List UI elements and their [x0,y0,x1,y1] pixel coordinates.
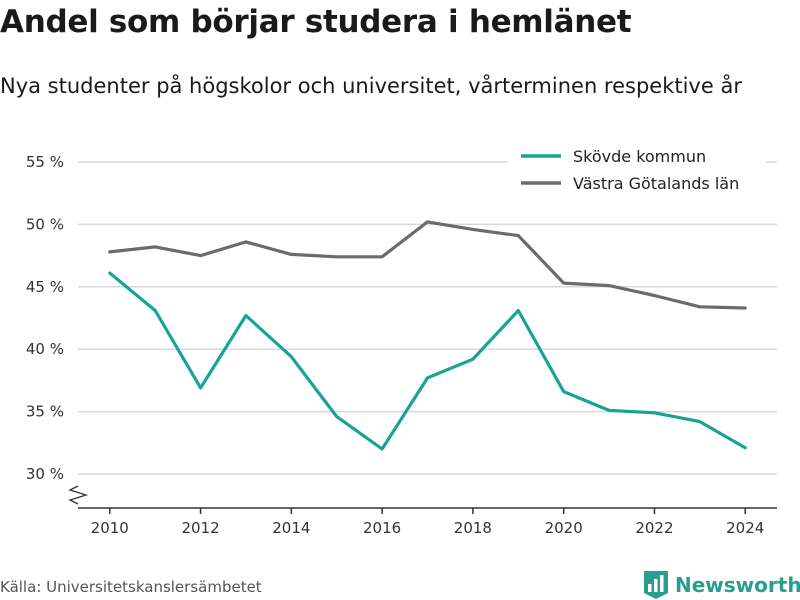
x-tick-label: 2016 [363,519,401,537]
x-tick-label: 2010 [91,519,129,537]
legend: Skövde kommun Västra Götalands län [508,143,766,203]
y-tick-label: 45 % [26,278,64,296]
series-line-skovde-kommun [108,271,747,451]
y-tick-label: 40 % [26,340,64,358]
x-tick-label: 2024 [726,519,764,537]
brand-logo[interactable]: Newsworthy [644,570,800,600]
bar-chart-logo-icon [644,571,668,599]
x-tick-label: 2014 [272,519,310,537]
x-tick-label: 2012 [181,519,219,537]
chart-subtitle: Nya studenter på högskolor och universit… [0,74,742,98]
series-line-vastra-gotalands-lan [108,220,747,310]
gridlines [78,161,777,475]
brand-name: Newsworthy [675,573,800,597]
y-tick-label: 30 % [26,465,64,483]
series-lines [108,220,747,451]
axes: 30 % 35 % 40 % 45 % 50 % 55 % 2010 2012 2014 2016… [26,153,777,537]
legend-label: Skövde kommun [573,147,706,166]
source-note: Källa: Universitetskanslersämbetet [0,578,262,596]
legend-label: Västra Götalands län [573,174,739,193]
y-axis-break-mark [68,485,89,505]
y-tick-label: 55 % [26,153,64,171]
x-tick-label: 2018 [454,519,492,537]
line-chart: 30 % 35 % 40 % 45 % 50 % 55 % 2010 2012 2014 2016… [25,143,777,537]
x-tick-label: 2022 [635,519,673,537]
y-tick-label: 35 % [26,403,64,421]
chart-title: Andel som börjar studera i hemlänet [0,4,632,40]
x-tick-label: 2020 [545,519,583,537]
y-tick-label: 50 % [26,215,64,233]
legend-background [508,143,766,203]
